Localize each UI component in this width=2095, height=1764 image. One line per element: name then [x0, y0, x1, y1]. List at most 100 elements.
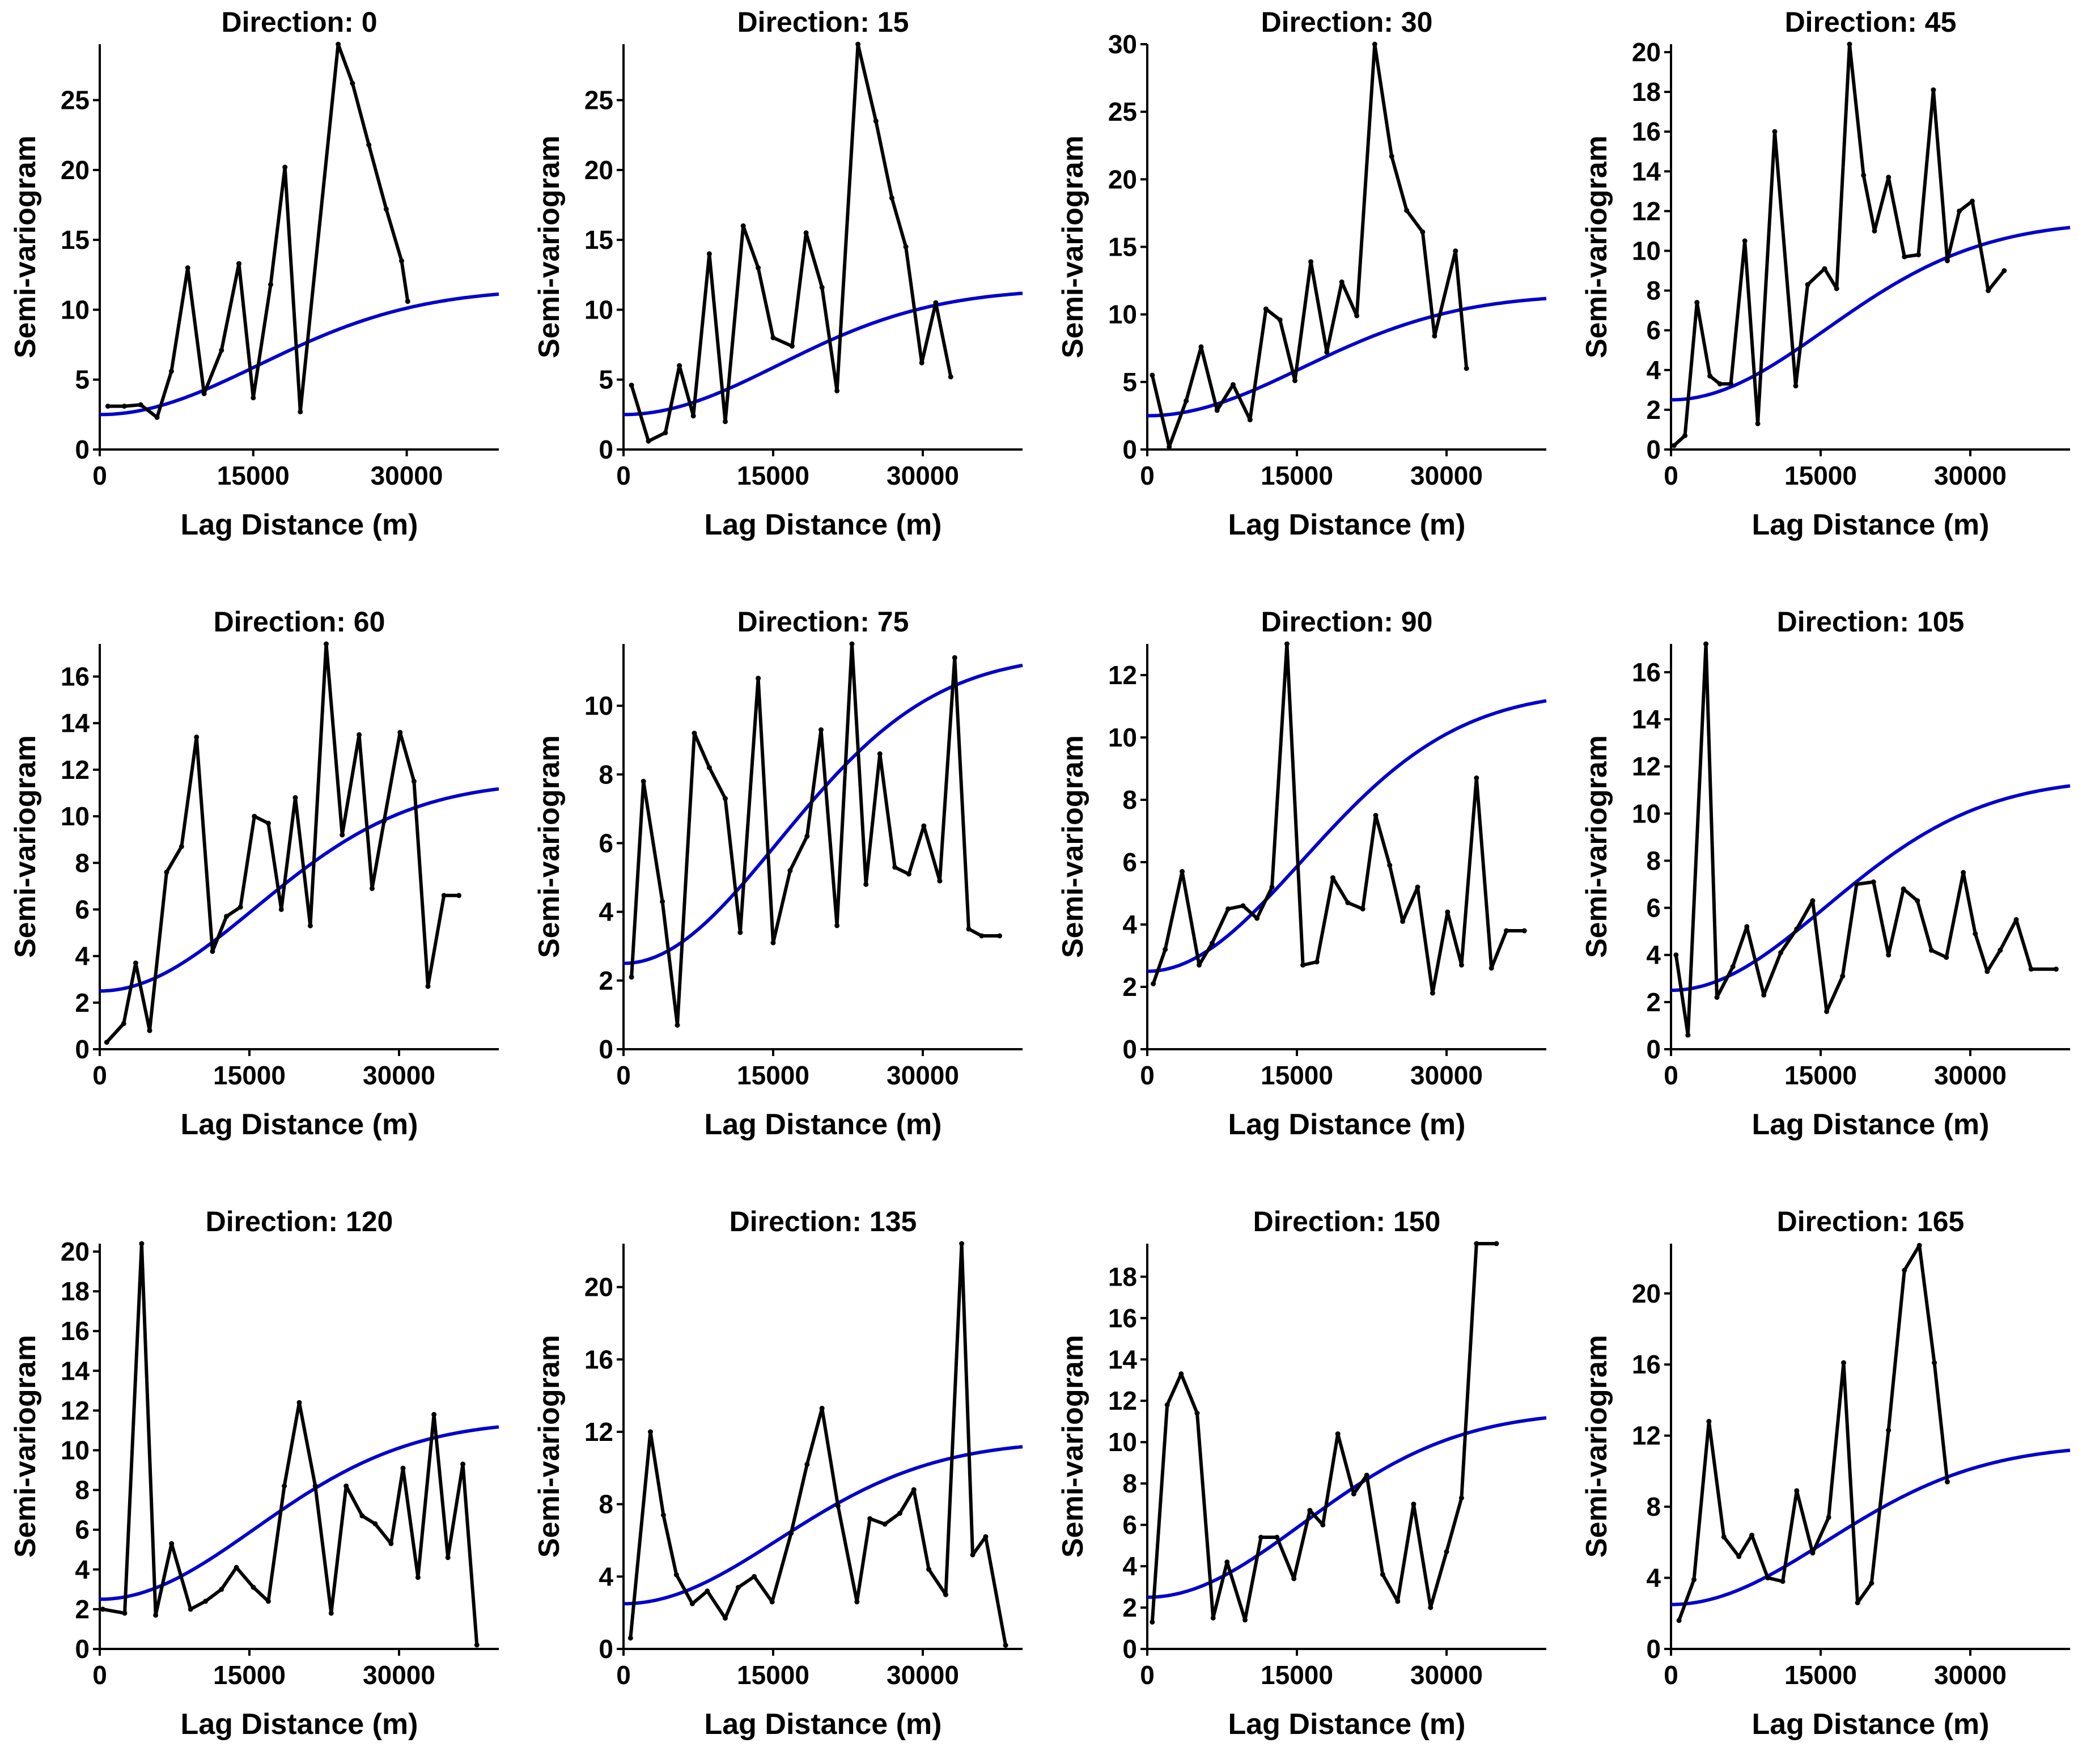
x-tick-label: 15000: [737, 1660, 809, 1690]
y-tick-label: 18: [61, 1277, 90, 1306]
data-point: [877, 751, 883, 757]
data-point: [756, 265, 761, 270]
data-point: [1445, 909, 1451, 915]
data-point: [1494, 1241, 1499, 1246]
data-point: [370, 886, 375, 891]
x-tick-label: 30000: [1410, 461, 1483, 490]
y-tick-label: 20: [1108, 164, 1137, 194]
y-tick-label: 30: [1108, 29, 1137, 59]
model-curve: [99, 292, 499, 417]
data-point: [1474, 1241, 1479, 1246]
data-point: [1945, 258, 1950, 264]
x-axis-label: Lag Distance (m): [181, 508, 418, 541]
data-point: [1793, 383, 1799, 389]
data-point: [789, 344, 795, 349]
x-tick-label: 15000: [1784, 1061, 1857, 1090]
data-point: [179, 844, 184, 849]
data-point: [1871, 879, 1876, 885]
y-tick-label: 4: [1646, 355, 1661, 385]
data-point: [1458, 962, 1464, 968]
data-point: [692, 731, 697, 736]
data-point: [147, 1028, 152, 1033]
x-tick-label: 30000: [1410, 1660, 1483, 1690]
data-point: [1291, 1576, 1297, 1581]
data-point: [1970, 198, 1975, 204]
data-point: [224, 914, 229, 919]
y-tick-label: 0: [1122, 435, 1137, 464]
data-point: [867, 1516, 873, 1521]
data-point: [188, 1606, 193, 1612]
data-point: [855, 41, 861, 47]
y-tick-label: 14: [61, 1356, 90, 1385]
chart-title: Direction: 105: [1777, 606, 1965, 638]
data-point: [399, 258, 404, 264]
data-point: [706, 765, 712, 770]
data-point: [660, 898, 665, 904]
empirical-line: [108, 43, 410, 419]
data-point: [892, 864, 898, 870]
y-tick-label: 12: [1632, 1421, 1661, 1451]
data-point: [648, 1429, 653, 1435]
data-point: [952, 655, 957, 660]
data-point: [1810, 1550, 1816, 1556]
chart-panel: Direction: 75 0 2 4 6 8 10 0 15000 30000 Lag Dista…: [533, 606, 1023, 1141]
data-point: [1504, 928, 1509, 934]
empirical-line: [1150, 1242, 1496, 1622]
y-tick-label: 18: [1108, 1262, 1137, 1291]
data-point: [1855, 1600, 1860, 1605]
data-point: [1861, 172, 1867, 178]
data-point: [1258, 1534, 1264, 1540]
data-point: [252, 813, 257, 819]
data-point: [411, 778, 417, 784]
data-point: [1354, 313, 1360, 319]
y-axis-label: Semi-variogram: [1580, 135, 1613, 358]
data-point: [1805, 282, 1810, 287]
data-point: [1916, 252, 1921, 257]
data-point: [1428, 1605, 1434, 1610]
x-axis-label: Lag Distance (m): [1228, 1108, 1466, 1141]
y-axis-label: Semi-variogram: [1057, 735, 1089, 958]
data-point: [804, 1461, 810, 1467]
y-tick-label: 6: [1646, 893, 1661, 923]
data-point: [735, 1585, 741, 1590]
y-tick-label: 12: [1108, 1386, 1137, 1415]
data-point: [911, 1487, 917, 1492]
data-point: [1872, 228, 1877, 234]
data-point: [1164, 1402, 1170, 1407]
data-point: [1706, 1419, 1712, 1424]
y-tick-label: 10: [1632, 799, 1661, 828]
data-point: [689, 1601, 695, 1606]
data-point: [1292, 378, 1297, 383]
data-point: [1360, 906, 1365, 911]
data-point: [1694, 300, 1700, 306]
data-point: [854, 1599, 860, 1605]
data-point: [1320, 1522, 1326, 1528]
y-tick-label: 14: [1632, 156, 1661, 186]
data-point: [1411, 1502, 1417, 1507]
data-point: [1254, 915, 1260, 921]
data-point: [1886, 952, 1892, 958]
y-tick-label: 2: [599, 966, 613, 995]
chart-title: Direction: 0: [221, 6, 377, 38]
data-point: [873, 118, 879, 124]
chart-panel: Direction: 120 0 2 4 6 8 10 12 14 16 18 20 0 15000 300…: [9, 1206, 499, 1741]
data-point: [1932, 1360, 1937, 1366]
data-point: [122, 1610, 128, 1616]
y-tick-label: 12: [61, 755, 90, 785]
y-tick-label: 18: [1632, 77, 1661, 107]
data-point: [169, 1541, 175, 1546]
data-point: [1886, 175, 1892, 180]
x-tick-label: 15000: [737, 461, 809, 490]
data-point: [1901, 886, 1906, 892]
data-point: [415, 1575, 421, 1580]
data-point: [1430, 990, 1435, 996]
data-point: [1847, 41, 1852, 47]
y-tick-label: 8: [1646, 1492, 1661, 1521]
y-tick-label: 8: [599, 1490, 613, 1519]
y-axis-label: Semi-variogram: [9, 1335, 42, 1558]
data-point: [627, 1635, 633, 1641]
data-point: [663, 430, 668, 435]
data-point: [1822, 266, 1827, 272]
data-point: [1432, 333, 1437, 339]
data-point: [1209, 940, 1215, 946]
